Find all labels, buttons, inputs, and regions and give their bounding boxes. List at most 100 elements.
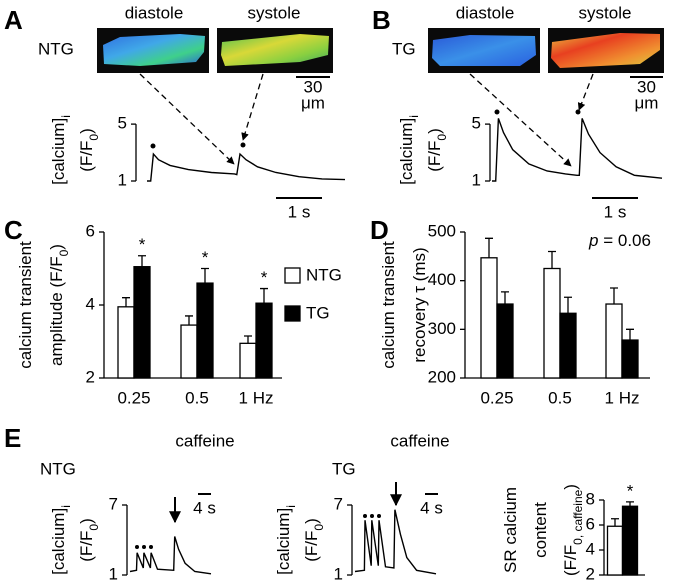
error-bar	[122, 297, 130, 307]
bar	[133, 266, 151, 379]
error-bar	[626, 328, 634, 341]
stimulus-label: caffeine	[390, 431, 449, 450]
y-axis-label: calcium transient	[16, 241, 35, 369]
group-label: NTG	[40, 459, 76, 478]
p-value: p = 0.06	[588, 231, 651, 250]
time-bar-label: 1 s	[604, 202, 627, 221]
significance-marker: *	[261, 268, 268, 287]
group-label: NTG	[38, 39, 74, 58]
scale-bar-unit: μm	[301, 93, 325, 112]
y-axis-label-part: i	[59, 115, 73, 118]
y-axis-label-part: (F/F	[77, 531, 96, 562]
bar	[621, 339, 639, 379]
bar	[605, 303, 623, 379]
panel-label: A	[4, 5, 23, 35]
bar	[239, 342, 257, 379]
time-bar-label: 4 s	[420, 498, 443, 517]
y-axis-label: (F/F0, caffeine)	[561, 484, 585, 576]
y-tick-label: 500	[428, 221, 456, 240]
calcium-trace	[129, 536, 212, 575]
y-tick-label: 8	[586, 489, 595, 508]
legend-label: NTG	[306, 265, 342, 284]
significance-marker: *	[627, 481, 634, 500]
error-bar	[611, 518, 619, 527]
y-axis-label: amplitude (F/F0)	[47, 244, 71, 366]
y-axis-label-part: calcium transient	[16, 241, 35, 369]
error-bar	[501, 291, 509, 305]
y-axis-label: (F/F0)	[302, 518, 326, 562]
error-bar	[244, 335, 252, 344]
y-axis-label-part: i	[284, 505, 298, 508]
y-axis-label: recovery τ (ms)	[410, 247, 429, 362]
y-axis-label: calcium transient	[379, 241, 398, 369]
legend-swatch	[284, 305, 301, 322]
y-axis-label-part: (F/F	[561, 545, 580, 576]
time-bar-label: 4 s	[193, 498, 216, 517]
x-tick-label: 1 Hz	[239, 388, 274, 407]
image-caption: diastole	[456, 3, 515, 22]
bar	[496, 303, 514, 379]
calcium-trace	[492, 118, 663, 182]
legend-swatch	[284, 267, 301, 284]
panel-label: C	[4, 215, 23, 245]
y-axis-label-part: recovery τ (ms)	[410, 247, 429, 362]
y-axis-label-part: 0	[57, 249, 71, 256]
y-tick-label: 7	[334, 494, 343, 513]
error-bar	[626, 501, 634, 507]
x-tick-label: 0.25	[117, 388, 150, 407]
group-label: TG	[332, 459, 356, 478]
y-axis-label: [calcium]i	[274, 505, 298, 575]
y-axis-label-part: SR calcium	[501, 487, 520, 573]
error-bar	[610, 287, 618, 305]
cell-images	[97, 28, 664, 73]
bar	[180, 324, 198, 379]
y-tick-label: 7	[109, 494, 118, 513]
y-axis-label-part: )	[77, 518, 96, 524]
y-tick-label: 300	[428, 319, 456, 338]
y-axis-label: (F/F0)	[77, 128, 101, 172]
panel-label: B	[372, 5, 391, 35]
y-axis-label-part: (F/F	[425, 141, 444, 172]
panel-label: D	[370, 215, 389, 245]
y-axis-label-part: )	[47, 244, 66, 250]
y-tick-label: 4	[86, 294, 95, 313]
image-caption: systole	[248, 3, 301, 22]
y-axis-label: (F/F0)	[77, 518, 101, 562]
peak-dots	[135, 109, 581, 549]
y-tick-label: 5	[472, 114, 481, 133]
bar	[117, 306, 135, 379]
error-bar	[138, 255, 146, 267]
calcium-trace	[354, 509, 437, 575]
y-tick-label: 1	[109, 564, 118, 581]
y-axis-label: [calcium]i	[397, 115, 421, 185]
y-tick-label: 1	[118, 170, 127, 189]
scale-bar-unit: μm	[635, 93, 659, 112]
y-axis-label-part: 0	[87, 134, 101, 141]
y-axis-label-part: 0	[312, 524, 326, 531]
p-value-part: = 0.06	[599, 231, 651, 250]
group-label: TG	[392, 39, 416, 58]
y-axis-label: content	[531, 502, 550, 558]
y-tick-label: 6	[86, 221, 95, 240]
y-axis-label: [calcium]i	[49, 505, 73, 575]
y-tick-label: 2	[86, 367, 95, 386]
y-axis-label-part: )	[302, 518, 321, 524]
bar	[480, 257, 498, 379]
y-axis-label-part: (F/F	[77, 141, 96, 172]
y-axis-label-part: amplitude (F/F	[47, 256, 66, 366]
scale-bar-value: 30	[637, 77, 656, 96]
error-bar	[548, 250, 556, 269]
error-bar	[260, 287, 268, 304]
y-axis-label-part: [calcium]	[49, 508, 68, 575]
significance-marker: *	[202, 248, 209, 267]
y-axis-label-part: (F/F	[302, 531, 321, 562]
y-axis-label-part: )	[561, 484, 580, 490]
y-axis-label-part: )	[77, 128, 96, 134]
y-axis-label-part: 0	[87, 524, 101, 531]
annotation-arrows	[139, 73, 594, 524]
y-axis-label-part: i	[407, 115, 421, 118]
y-tick-label: 5	[118, 114, 127, 133]
calcium-trace	[147, 152, 346, 182]
error-bar	[564, 296, 572, 314]
